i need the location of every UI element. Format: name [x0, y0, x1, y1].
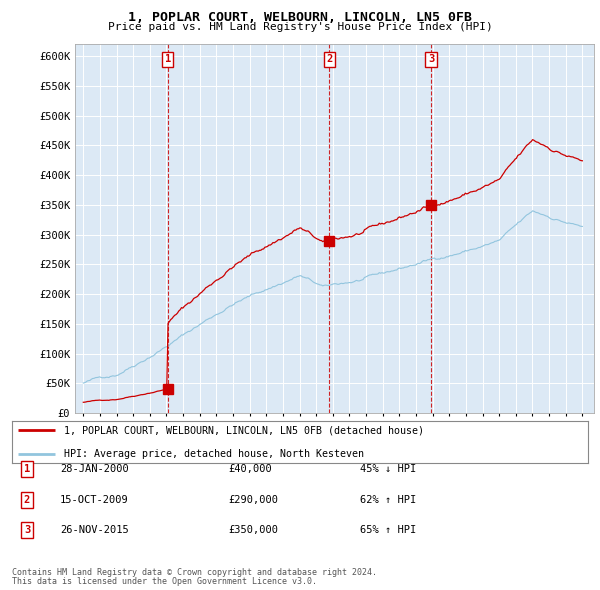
Text: 26-NOV-2015: 26-NOV-2015: [60, 526, 129, 535]
Text: 65% ↑ HPI: 65% ↑ HPI: [360, 526, 416, 535]
Text: Contains HM Land Registry data © Crown copyright and database right 2024.: Contains HM Land Registry data © Crown c…: [12, 568, 377, 577]
Text: 1, POPLAR COURT, WELBOURN, LINCOLN, LN5 0FB (detached house): 1, POPLAR COURT, WELBOURN, LINCOLN, LN5 …: [64, 425, 424, 435]
Text: Price paid vs. HM Land Registry's House Price Index (HPI): Price paid vs. HM Land Registry's House …: [107, 22, 493, 32]
Text: 3: 3: [24, 526, 30, 535]
Text: £290,000: £290,000: [228, 495, 278, 504]
Text: 1: 1: [164, 54, 171, 64]
Text: £350,000: £350,000: [228, 526, 278, 535]
Text: 45% ↓ HPI: 45% ↓ HPI: [360, 464, 416, 474]
Text: £40,000: £40,000: [228, 464, 272, 474]
Text: 1: 1: [24, 464, 30, 474]
Text: 28-JAN-2000: 28-JAN-2000: [60, 464, 129, 474]
Text: 2: 2: [326, 54, 332, 64]
Text: 2: 2: [24, 495, 30, 504]
Text: 3: 3: [428, 54, 434, 64]
Text: This data is licensed under the Open Government Licence v3.0.: This data is licensed under the Open Gov…: [12, 577, 317, 586]
Text: 62% ↑ HPI: 62% ↑ HPI: [360, 495, 416, 504]
Text: 1, POPLAR COURT, WELBOURN, LINCOLN, LN5 0FB: 1, POPLAR COURT, WELBOURN, LINCOLN, LN5 …: [128, 11, 472, 24]
Text: 15-OCT-2009: 15-OCT-2009: [60, 495, 129, 504]
Text: HPI: Average price, detached house, North Kesteven: HPI: Average price, detached house, Nort…: [64, 449, 364, 459]
